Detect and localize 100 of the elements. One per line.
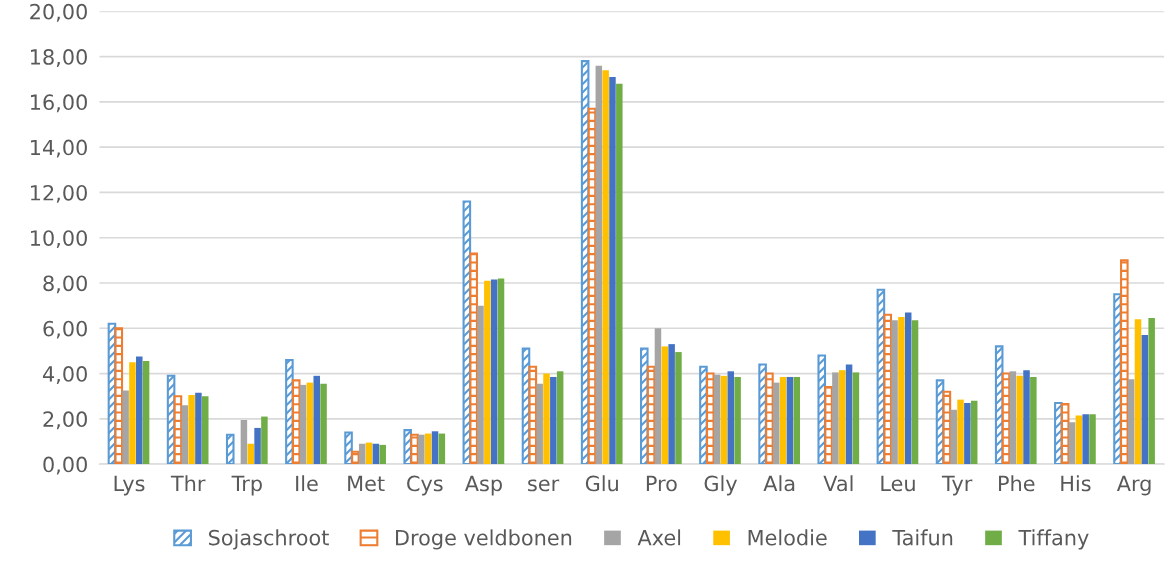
bar xyxy=(779,376,787,465)
y-tick-label: 20,00 xyxy=(30,3,87,22)
bar xyxy=(1016,375,1023,465)
bar xyxy=(734,376,741,465)
bar xyxy=(964,402,971,465)
y-tick-label: 6,00 xyxy=(43,320,87,339)
bar xyxy=(418,434,425,465)
bar xyxy=(225,433,235,465)
x-tick-label: Asp xyxy=(464,475,502,496)
bar xyxy=(1141,335,1149,465)
bar xyxy=(497,278,505,465)
bar xyxy=(358,443,366,465)
bar xyxy=(247,443,254,465)
bar xyxy=(1068,422,1076,465)
bar xyxy=(136,356,143,465)
bar xyxy=(379,444,386,465)
bar xyxy=(313,375,320,465)
bar xyxy=(1120,259,1129,465)
x-tick-label: Ile xyxy=(296,475,318,492)
bar xyxy=(181,405,189,465)
y-tick-label: 10,00 xyxy=(30,230,87,249)
bar xyxy=(1127,379,1135,465)
x-tick-label: Met xyxy=(348,475,385,492)
x-tick-label: Glu xyxy=(585,475,618,492)
x-tick-label: ser xyxy=(528,479,560,492)
bar xyxy=(609,76,616,465)
bar xyxy=(484,280,491,465)
bar xyxy=(616,83,623,465)
x-tick-label: Leu xyxy=(881,475,915,492)
bar xyxy=(705,372,715,465)
y-tick-label: 16,00 xyxy=(30,94,87,113)
x-tick-label: Cys xyxy=(407,475,443,496)
bar xyxy=(970,400,978,465)
bar xyxy=(720,375,728,465)
legend-label: Sojaschroot xyxy=(208,529,329,550)
y-tick-label: 8,00 xyxy=(43,275,87,294)
bar xyxy=(320,383,327,465)
bar xyxy=(950,409,957,465)
y-tick-label: 14,00 xyxy=(30,139,87,158)
bar xyxy=(469,252,478,465)
bar xyxy=(1001,372,1011,465)
bar xyxy=(883,313,893,465)
bar xyxy=(675,352,682,465)
bar xyxy=(438,433,446,465)
bar xyxy=(727,371,735,465)
bar xyxy=(173,395,183,465)
bar xyxy=(344,431,353,465)
bar xyxy=(261,416,268,465)
bar xyxy=(122,390,129,465)
legend-label: Melodie xyxy=(748,529,827,546)
bar xyxy=(188,395,195,465)
bar xyxy=(646,365,656,465)
bar xyxy=(1134,319,1142,465)
bar xyxy=(202,396,209,465)
x-tick-label: Gly xyxy=(704,475,738,496)
y-tick-label: 0,00 xyxy=(43,456,87,475)
legend-label: Axel xyxy=(637,529,681,546)
bar xyxy=(431,431,439,465)
bar xyxy=(668,344,675,465)
bar xyxy=(832,372,839,465)
x-tick-label: Trp xyxy=(231,475,262,496)
y-tick-label: 4,00 xyxy=(42,366,87,384)
bar xyxy=(556,371,564,465)
bar xyxy=(1009,371,1017,465)
bar xyxy=(898,316,905,465)
bar xyxy=(595,65,603,465)
bar xyxy=(410,433,419,465)
bar xyxy=(254,427,261,465)
bar xyxy=(713,374,721,465)
x-tick-label: Thr xyxy=(170,475,206,492)
y-tick-label: 12,00 xyxy=(30,184,87,203)
bar xyxy=(543,373,550,465)
bar xyxy=(1082,414,1089,465)
legend-label: Droge veldbonen xyxy=(396,529,572,550)
legend-label: Tiffany xyxy=(1018,529,1089,550)
bar xyxy=(550,376,557,465)
bar xyxy=(291,379,301,465)
bar xyxy=(602,70,609,465)
bar xyxy=(838,370,846,465)
bar xyxy=(765,372,774,465)
bar xyxy=(129,362,136,465)
bar xyxy=(365,442,373,465)
bar xyxy=(852,372,860,465)
x-tick-label: Arg xyxy=(1116,475,1151,496)
bar xyxy=(661,346,669,465)
bar xyxy=(372,443,380,465)
bar xyxy=(904,312,912,465)
bar xyxy=(195,392,202,465)
bar xyxy=(793,376,801,465)
bar xyxy=(891,320,898,465)
bar xyxy=(1030,376,1037,465)
bar xyxy=(1089,414,1096,465)
bar xyxy=(299,384,307,465)
bar xyxy=(306,382,314,465)
x-tick-label: His xyxy=(1061,475,1091,492)
bar xyxy=(845,364,853,465)
bar xyxy=(1075,415,1083,465)
bar xyxy=(824,386,833,465)
bar xyxy=(1060,403,1070,465)
bar xyxy=(477,305,484,465)
